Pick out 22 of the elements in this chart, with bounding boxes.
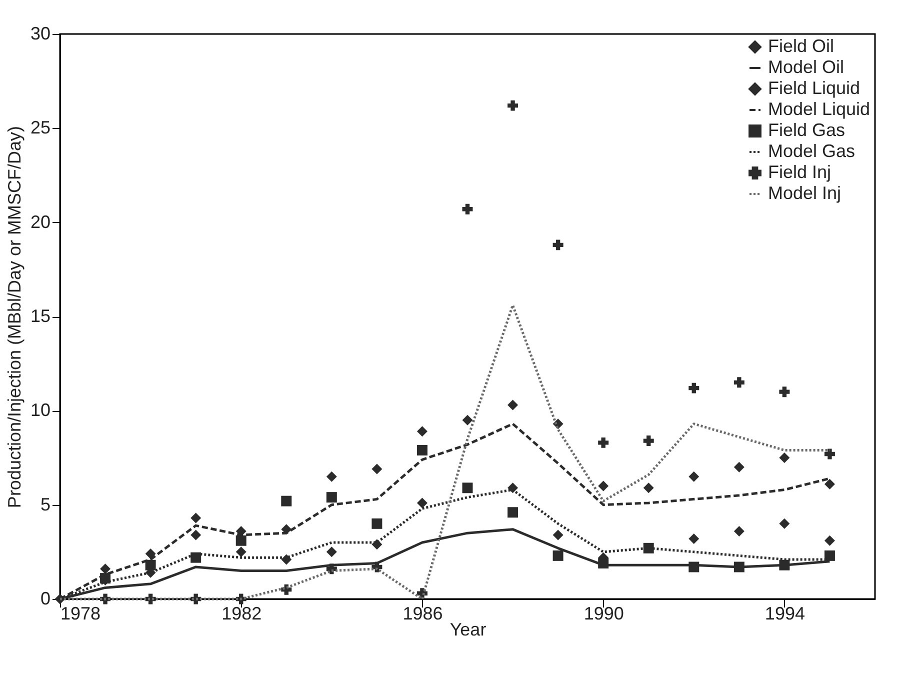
legend-label: Field Gas: [768, 120, 846, 140]
x-tick-label: 1990: [584, 604, 624, 624]
y-axis-title: Production/Injection (MBbl/Day or MMSCF/Day): [4, 126, 24, 508]
y-tick-label: 15: [30, 306, 50, 326]
x-tick-label: 1986: [402, 604, 443, 624]
x-tick-label: 1978: [60, 604, 101, 624]
y-tick-label: 0: [40, 588, 50, 608]
x-tick-label: 1982: [222, 604, 262, 624]
y-tick-label: 5: [40, 494, 50, 514]
x-axis-title: Year: [450, 620, 486, 640]
x-tick-label: 1994: [764, 604, 805, 624]
legend-label: Model Oil: [768, 57, 844, 77]
legend-label: Model Gas: [768, 141, 856, 161]
y-tick-label: 20: [30, 212, 50, 232]
y-tick-label: 25: [30, 118, 50, 138]
legend-label: Model Inj: [768, 183, 842, 203]
legend-label: Field Oil: [768, 36, 834, 56]
legend-label: Field Inj: [768, 162, 832, 182]
legend-label: Field Liquid: [768, 78, 860, 98]
legend-label: Model Liquid: [768, 99, 870, 119]
y-tick-label: 30: [30, 24, 50, 44]
y-tick-label: 10: [30, 400, 50, 420]
